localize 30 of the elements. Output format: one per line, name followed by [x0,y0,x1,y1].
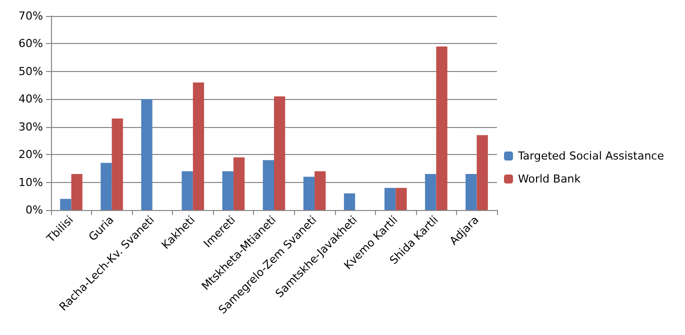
y-tick-label: 10% [18,176,43,189]
bar [396,188,407,210]
bar [303,176,315,210]
y-tick-label: 60% [18,37,43,50]
bar [476,135,488,210]
bar [314,171,326,210]
bar [384,188,396,210]
bar [192,82,204,210]
y-tick-label: 20% [18,148,43,162]
bar [100,162,112,210]
legend-label: World Bank [518,172,582,186]
bar [222,171,234,210]
bar [112,118,123,210]
bar [182,171,193,210]
y-tick-label: 0% [26,204,43,216]
bar [436,46,448,210]
y-tick-label: 40% [18,92,43,106]
bar [233,157,245,210]
bar [141,99,152,210]
y-tick-label: 70% [18,10,43,22]
bar [425,174,436,210]
y-tick-label: 50% [18,64,43,78]
bar [344,193,356,210]
bar [71,174,82,210]
bar [262,160,274,210]
bar [60,198,72,210]
legend-label: Targeted Social Assistance [517,150,664,162]
bar [274,96,286,210]
y-tick-label: 30% [18,120,43,134]
bar [466,174,477,210]
